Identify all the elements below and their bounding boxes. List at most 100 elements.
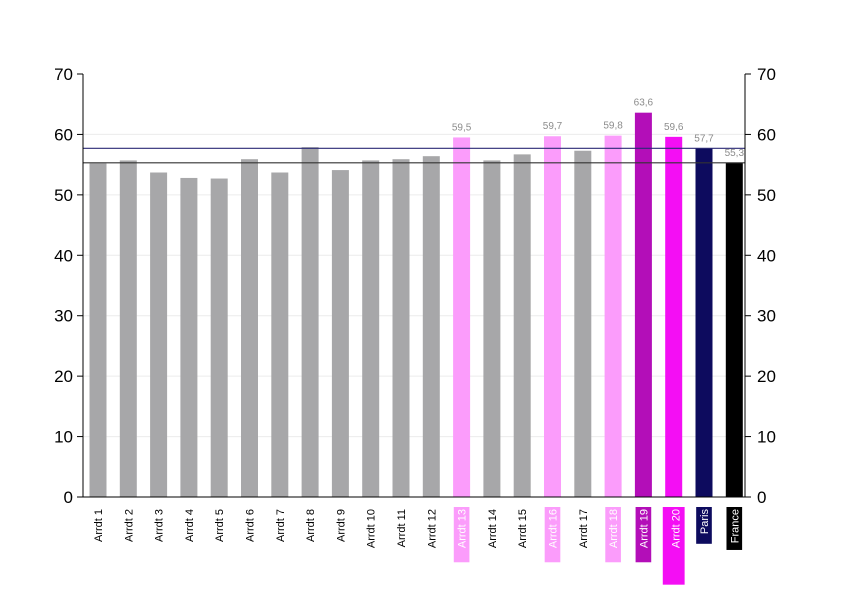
category-label-bg: [696, 507, 712, 544]
category-label: Arrdt 15: [517, 509, 529, 548]
category-label: Arrdt 16: [544, 507, 561, 563]
category-label-text: Arrdt 14: [487, 509, 499, 548]
bar: [513, 154, 531, 497]
category-label-text: Arrdt 11: [396, 509, 408, 547]
category-label-bg: [605, 507, 621, 563]
data-label: 63,6: [634, 98, 654, 109]
category-label: Arrdt 7: [275, 509, 287, 542]
bar: [574, 150, 592, 497]
category-label-bg: [726, 507, 743, 550]
y-tick-label-right: 60: [757, 125, 776, 144]
y-tick-label-right: 20: [757, 367, 776, 386]
category-labels: Arrdt 1 Arrdt 2 Arrdt 3 Arrdt 4 Arrdt 5 Arrdt…: [93, 507, 743, 585]
data-label: 59,8: [603, 121, 623, 132]
category-label-bg: [544, 507, 561, 563]
bar: [392, 159, 410, 497]
category-label-text: Arrdt 3: [154, 509, 166, 542]
category-label-text: France: [729, 509, 741, 543]
category-label: France: [726, 507, 743, 550]
category-label: Arrdt 2: [123, 509, 135, 542]
category-label: Arrdt 5: [214, 509, 226, 542]
bar: [301, 147, 319, 497]
category-label: Arrdt 20: [662, 507, 685, 585]
category-label: Arrdt 13: [453, 507, 470, 563]
y-tick-label-right: 30: [757, 307, 776, 326]
category-label-text: Arrdt 15: [517, 509, 529, 548]
category-label-text: Arrdt 12: [426, 509, 438, 548]
y-tick-label-right: 0: [757, 488, 766, 507]
bar: [271, 172, 289, 497]
bar: [241, 159, 258, 497]
bar: [150, 172, 168, 497]
y-tick-label-left: 20: [54, 367, 73, 386]
category-label: Arrdt 18: [605, 507, 621, 563]
category-label-text: Arrdt 17: [578, 509, 590, 548]
y-tick-label-left: 70: [54, 65, 73, 84]
y-tick-label-left: 50: [54, 186, 73, 205]
category-label-text: Arrdt 8: [305, 509, 317, 542]
y-tick-label-right: 50: [757, 186, 776, 205]
category-label: Arrdt 10: [366, 509, 378, 548]
bar: [180, 177, 198, 498]
category-label-text: Arrdt 1: [93, 509, 105, 542]
bar: [604, 135, 622, 497]
category-label-text: Arrdt 4: [184, 509, 196, 542]
category-label-text: Arrdt 13: [457, 509, 469, 548]
category-label-text: Arrdt 16: [547, 509, 559, 548]
bar: [695, 148, 713, 497]
value-labels: 59,5 59,7 59,8 63,6 59,6 57,7 55,3: [452, 98, 745, 159]
category-label-text: Paris: [699, 509, 711, 535]
category-label-text: Arrdt 7: [275, 509, 287, 542]
data-label: 59,5: [452, 122, 472, 133]
reference-lines: [83, 147, 745, 164]
category-label-text: Arrdt 19: [638, 509, 650, 548]
category-label: Arrdt 9: [335, 509, 347, 542]
bar: [89, 163, 107, 498]
category-label: Arrdt 8: [305, 509, 317, 542]
category-label: Paris: [696, 507, 712, 544]
y-ticks: 0 0 10 10 20 20 30 30 40 40 50 50 60 60 70 70: [54, 65, 776, 507]
bar: [483, 160, 501, 498]
category-label-text: Arrdt 20: [670, 509, 682, 548]
bar: [210, 178, 228, 497]
category-label-bg: [662, 507, 685, 585]
category-label-text: Arrdt 5: [214, 509, 226, 542]
category-label: Arrdt 3: [154, 509, 166, 542]
data-label: 57,7: [694, 133, 714, 144]
category-label-text: Arrdt 18: [608, 509, 620, 548]
y-tick-label-right: 10: [757, 428, 776, 447]
category-label-bg: [635, 507, 652, 563]
bar: [665, 136, 683, 498]
category-label-text: Arrdt 6: [244, 509, 256, 542]
data-label: 59,7: [543, 121, 563, 132]
y-tick-label-left: 10: [54, 428, 73, 447]
y-tick-label-left: 30: [54, 307, 73, 326]
y-tick-label-right: 40: [757, 246, 776, 265]
data-label: 59,6: [664, 122, 684, 133]
category-label-text: Arrdt 9: [335, 509, 347, 542]
category-label: Arrdt 11: [396, 509, 408, 547]
y-tick-label-left: 0: [64, 488, 73, 507]
category-label: Arrdt 6: [244, 509, 256, 542]
bar: [634, 112, 652, 497]
category-label-text: Arrdt 2: [123, 509, 135, 542]
category-label: Arrdt 1: [93, 509, 105, 542]
data-label: 55,3: [725, 148, 745, 159]
y-tick-label-left: 60: [54, 125, 73, 144]
bar: [422, 156, 440, 497]
bar: [725, 162, 743, 497]
bar: [362, 160, 380, 498]
category-label: Arrdt 4: [184, 509, 196, 542]
category-label: Arrdt 14: [487, 509, 499, 548]
bars: [89, 112, 743, 498]
y-tick-label-left: 40: [54, 246, 73, 265]
category-label: Arrdt 19: [635, 507, 652, 563]
category-label-bg: [453, 507, 470, 563]
category-label: Arrdt 12: [426, 509, 438, 548]
bar: [453, 137, 471, 497]
y-tick-label-right: 70: [757, 65, 776, 84]
bar: [119, 160, 137, 498]
bar: [544, 136, 561, 497]
category-label-text: Arrdt 10: [366, 509, 378, 548]
